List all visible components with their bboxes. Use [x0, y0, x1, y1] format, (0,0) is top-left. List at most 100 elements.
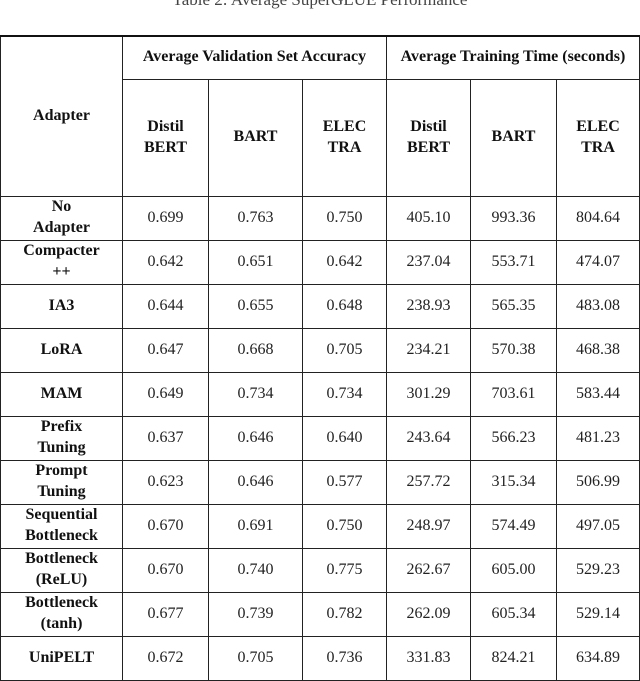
table-row: Prompt Tuning 0.623 0.646 0.577 257.72 315.34…: [0, 459, 640, 505]
table-cell: 0.623: [122, 459, 209, 505]
table-cell: 0.699: [122, 195, 209, 241]
table-cell: 237.04: [386, 239, 471, 285]
column-header: ELEC TRA: [556, 78, 640, 197]
table-cell: 0.642: [122, 239, 209, 285]
table-cell: 468.38: [556, 327, 640, 373]
table-row: Bottleneck (tanh) 0.677 0.739 0.782 262.09 60…: [0, 591, 640, 637]
group-header: Average Training Time (seconds): [386, 35, 640, 80]
table-cell: 0.705: [208, 635, 303, 681]
table-cell: 804.64: [556, 195, 640, 241]
table-cell: 0.640: [302, 415, 387, 461]
row-header: Sequential Bottleneck: [0, 503, 123, 549]
table-cell: 248.97: [386, 503, 471, 549]
row-header: IA3: [0, 283, 123, 329]
row-header: Compacter ++: [0, 239, 123, 285]
row-header: No Adapter: [0, 195, 123, 241]
table-cell: 257.72: [386, 459, 471, 505]
table-cell: 0.670: [122, 547, 209, 593]
table-cell: 497.05: [556, 503, 640, 549]
table-cell: 243.64: [386, 415, 471, 461]
table-cell: 0.739: [208, 591, 303, 637]
table-cell: 634.89: [556, 635, 640, 681]
table-cell: 0.734: [302, 371, 387, 417]
table-cell: 506.99: [556, 459, 640, 505]
table-cell: 238.93: [386, 283, 471, 329]
table-row: Prefix Tuning 0.637 0.646 0.640 243.64 566.23…: [0, 415, 640, 461]
table-cell: 0.646: [208, 415, 303, 461]
table-cell: 0.647: [122, 327, 209, 373]
table-cell: 0.740: [208, 547, 303, 593]
table-cell: 566.23: [470, 415, 557, 461]
table-cell: 565.35: [470, 283, 557, 329]
table-cell: 0.648: [302, 283, 387, 329]
table-cell: 0.750: [302, 195, 387, 241]
table-cell: 824.21: [470, 635, 557, 681]
corner-header: Adapter: [0, 35, 123, 197]
group-header: Average Validation Set Accuracy: [122, 35, 387, 80]
column-header: BART: [470, 78, 557, 197]
table-cell: 574.49: [470, 503, 557, 549]
row-header: Prompt Tuning: [0, 459, 123, 505]
table-cell: 0.763: [208, 195, 303, 241]
table-row: Sequential Bottleneck 0.670 0.691 0.750 248.…: [0, 503, 640, 549]
row-header: LoRA: [0, 327, 123, 373]
row-header: MAM: [0, 371, 123, 417]
table-cell: 0.649: [122, 371, 209, 417]
table-cell: 0.734: [208, 371, 303, 417]
table-cell: 0.672: [122, 635, 209, 681]
table-cell: 0.668: [208, 327, 303, 373]
table-row: IA3 0.644 0.655 0.648 238.93 565.35 483.08: [0, 283, 640, 329]
table-cell: 0.705: [302, 327, 387, 373]
table-row: Distil BERT BART ELEC TRA Distil BERT BART EL…: [1, 78, 640, 197]
table-caption: Table 2: Average SuperGLUE Performance: [0, 0, 640, 10]
column-header: ELEC TRA: [302, 78, 387, 197]
row-header: Bottleneck (tanh): [0, 591, 123, 637]
column-header: Distil BERT: [386, 78, 471, 197]
table-cell: 529.23: [556, 547, 640, 593]
table-row: UniPELT 0.672 0.705 0.736 331.83 824.21 634.89: [0, 635, 640, 681]
column-header: Distil BERT: [122, 78, 209, 197]
row-header: Prefix Tuning: [0, 415, 123, 461]
table-cell: 0.691: [208, 503, 303, 549]
table-cell: 570.38: [470, 327, 557, 373]
table-cell: 0.750: [302, 503, 387, 549]
table-cell: 262.67: [386, 547, 471, 593]
table-row: MAM 0.649 0.734 0.734 301.29 703.61 583.44: [0, 371, 640, 417]
table-cell: 0.670: [122, 503, 209, 549]
column-header: BART: [208, 78, 303, 197]
table-cell: 583.44: [556, 371, 640, 417]
table-cell: 0.677: [122, 591, 209, 637]
table-cell: 405.10: [386, 195, 471, 241]
table-row: LoRA 0.647 0.668 0.705 234.21 570.38 468.38: [0, 327, 640, 373]
table-cell: 0.644: [122, 283, 209, 329]
results-table: Adapter Average Validation Set Accuracy Av…: [0, 35, 640, 681]
table-cell: 0.637: [122, 415, 209, 461]
table-cell: 605.34: [470, 591, 557, 637]
table-cell: 315.34: [470, 459, 557, 505]
table-row: Bottleneck (ReLU) 0.670 0.740 0.775 262.67 60…: [0, 547, 640, 593]
table-cell: 0.646: [208, 459, 303, 505]
table-cell: 0.775: [302, 547, 387, 593]
table-cell: 0.651: [208, 239, 303, 285]
table-cell: 553.71: [470, 239, 557, 285]
table-cell: 262.09: [386, 591, 471, 637]
table-cell: 529.14: [556, 591, 640, 637]
table-cell: 0.577: [302, 459, 387, 505]
table-cell: 481.23: [556, 415, 640, 461]
table-cell: 301.29: [386, 371, 471, 417]
table-row: No Adapter 0.699 0.763 0.750 405.10 993.36 804…: [0, 195, 640, 241]
table-cell: 474.07: [556, 239, 640, 285]
table-cell: 703.61: [470, 371, 557, 417]
table-cell: 605.00: [470, 547, 557, 593]
table-cell: 0.736: [302, 635, 387, 681]
table-cell: 331.83: [386, 635, 471, 681]
table-cell: 0.655: [208, 283, 303, 329]
table-row: Adapter Average Validation Set Accuracy Av…: [0, 35, 640, 197]
table-cell: 483.08: [556, 283, 640, 329]
row-header: UniPELT: [0, 635, 123, 681]
table-cell: 0.642: [302, 239, 387, 285]
table-cell: 993.36: [470, 195, 557, 241]
table-cell: 0.782: [302, 591, 387, 637]
table-cell: 234.21: [386, 327, 471, 373]
table-row: Compacter ++ 0.642 0.651 0.642 237.04 553.71 4…: [0, 239, 640, 285]
